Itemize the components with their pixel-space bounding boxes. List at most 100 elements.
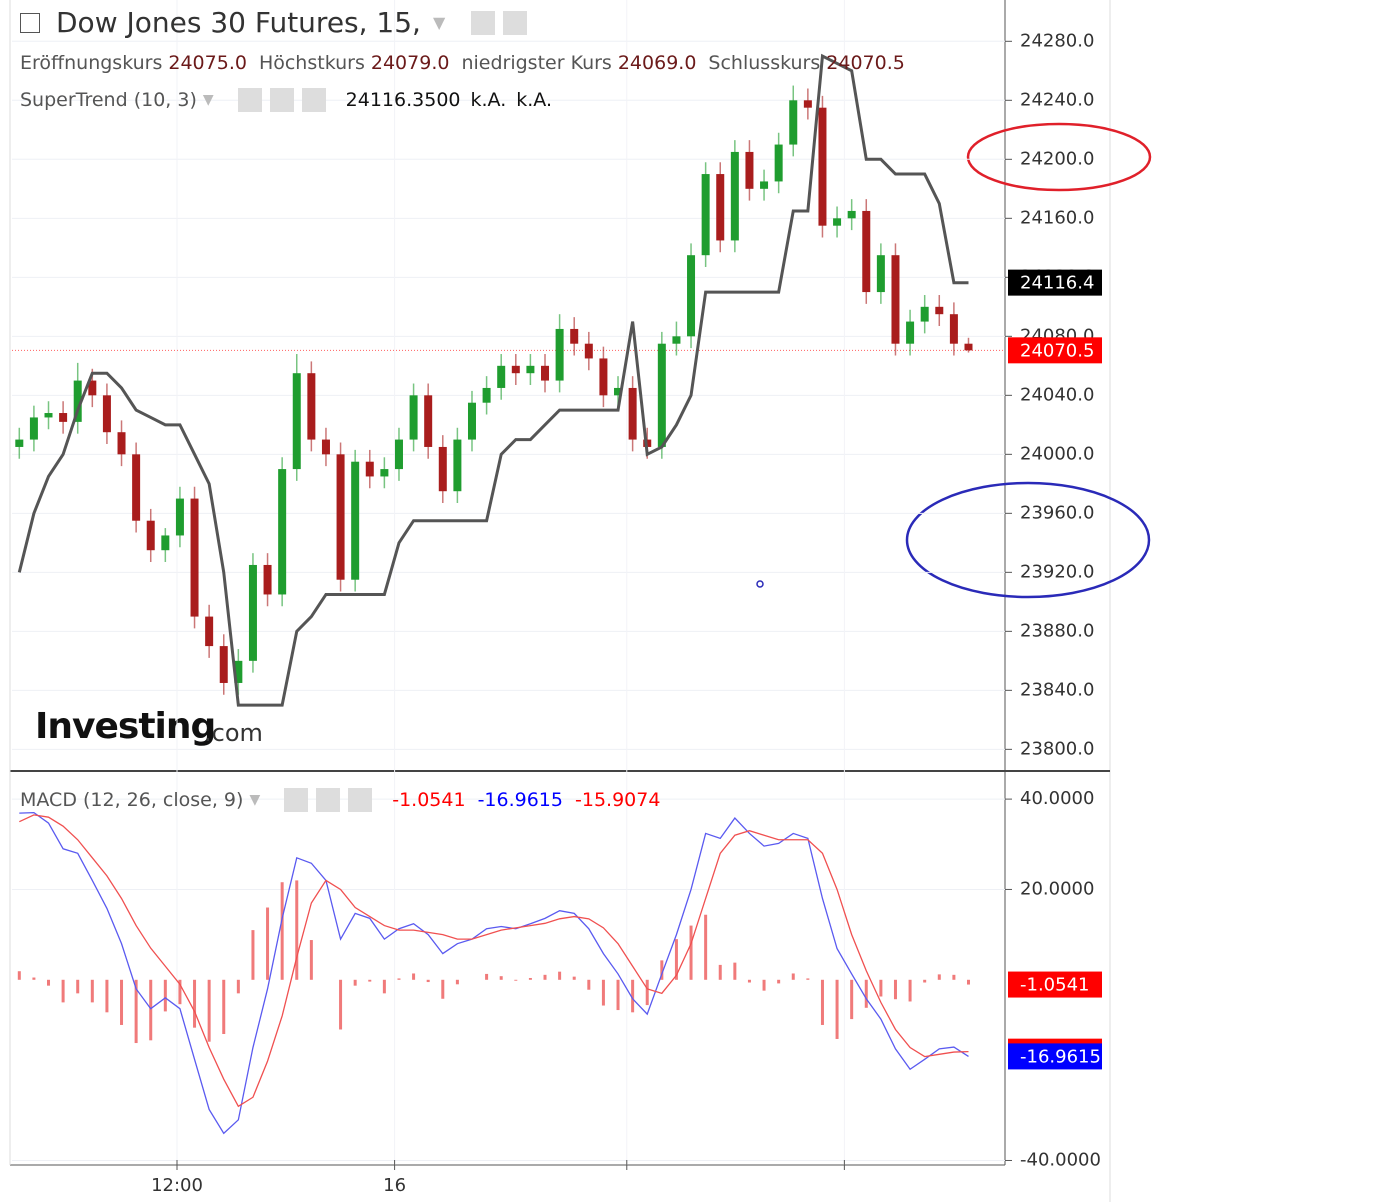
price-badge-label: 24116.4 [1020,273,1094,294]
annotation-dot [756,580,764,588]
price-badge [1008,971,1102,998]
candle-body [321,439,330,455]
dropdown-icon[interactable]: ▼ [432,13,446,32]
y-tick-label: 23960.0 [1020,502,1094,523]
price-badge [1008,269,1102,296]
y-tick-label: 24280.0 [1020,30,1094,51]
candle-body [833,218,842,226]
logo: Investing [35,706,215,747]
histogram-bar [923,979,927,983]
dropdown-icon[interactable]: ▼ [202,92,214,108]
indicator-value: 24116.3500 [345,89,461,111]
candle-body [424,395,433,447]
candle-body [803,100,812,108]
legend-value: 24069.0 [617,52,697,74]
candle-body [497,365,506,388]
y-tick-label: 23800.0 [1020,738,1094,759]
candle-body [628,387,637,440]
histogram-bar [762,979,766,991]
candle-body [949,314,958,344]
candle-body [219,646,228,683]
candle-body [263,564,272,595]
macd-value: -16.9615 [477,789,563,811]
histogram-bar [893,979,897,1000]
histogram-bar [733,962,737,980]
candle-body [935,306,944,315]
y-tick-label: 24040.0 [1020,384,1094,405]
candle-body [29,417,38,440]
histogram-bar [572,976,576,980]
candle-body [672,336,681,344]
close-icon[interactable] [348,788,373,812]
candle-body [453,439,462,492]
histogram-bar [134,979,138,1044]
histogram-bar [966,979,970,985]
candle-body [438,446,447,492]
eye-icon[interactable] [471,10,496,35]
dropdown-icon[interactable]: ▼ [249,792,261,808]
price-badge [1008,1043,1102,1070]
candle-body [906,321,915,344]
candle-body [190,498,199,617]
y-tick-label: 24000.0 [1020,443,1094,464]
indicator-legend: SuperTrend (10, 3) ▼ 24116.3500 k.A. k.A. [20,88,552,112]
candle-body [234,660,243,683]
gear-icon[interactable] [503,10,528,35]
histogram-bar [455,979,459,985]
candle-body [701,174,710,256]
gear-icon[interactable] [269,88,294,112]
histogram-bar [952,974,956,980]
histogram-bar [266,907,270,980]
candle-body [59,413,68,422]
macd-value: -1.0541 [392,789,466,811]
candle-body [132,454,141,521]
histogram-bar [528,977,532,980]
histogram-bar [120,979,124,1025]
histogram-bar [236,979,240,994]
annotation-ellipse [905,481,1151,599]
candle-body [467,402,476,440]
macd-value: -15.9074 [575,789,661,811]
chart-title: Dow Jones 30 Futures, 15, [56,6,421,39]
gear-icon[interactable] [316,788,341,812]
legend-label: Schlusskurs [708,52,821,74]
histogram-bar [32,977,36,980]
y-tick-label: 24200.0 [1020,148,1094,169]
histogram-bar [76,979,80,994]
histogram-bar [61,979,65,1003]
histogram-bar [747,979,751,983]
histogram-bar [835,979,839,1039]
candle-body [44,413,53,418]
histogram-bar [412,973,416,980]
candle-body [205,616,214,647]
candle-body [526,365,535,374]
x-tick-label: 16 [383,1175,406,1196]
candle-body [175,498,184,536]
candle-body [964,343,973,351]
histogram-bar [631,979,635,1013]
candle-body [614,387,623,396]
candle-body [818,107,827,226]
indicator-name: SuperTrend (10, 3) [20,89,197,111]
eye-icon[interactable] [284,788,309,812]
y-tick-label: 23880.0 [1020,620,1094,641]
histogram-bar [777,979,781,984]
histogram-bar [820,979,824,1025]
collapse-icon[interactable] [20,12,40,33]
histogram-bar [382,979,386,994]
candle-body [336,454,345,580]
candle-body [351,461,360,580]
y-tick-label: 40.0000 [1020,788,1094,809]
candle-body [584,343,593,359]
title-row: Dow Jones 30 Futures, 15, ▼ [20,6,529,39]
candle-body [73,380,82,422]
histogram-bar [704,914,708,980]
eye-icon[interactable] [237,88,262,112]
candle-body [716,174,725,241]
close-icon[interactable] [301,88,326,112]
indicator-values: 24116.3500 k.A. k.A. [346,89,552,111]
price-badge-label: -16.9615 [1020,1046,1101,1067]
macd-legend: MACD (12, 26, close, 9) ▼ -1.0541 -16.961… [20,788,660,812]
histogram-bar [806,978,810,980]
histogram-bar [47,979,51,986]
